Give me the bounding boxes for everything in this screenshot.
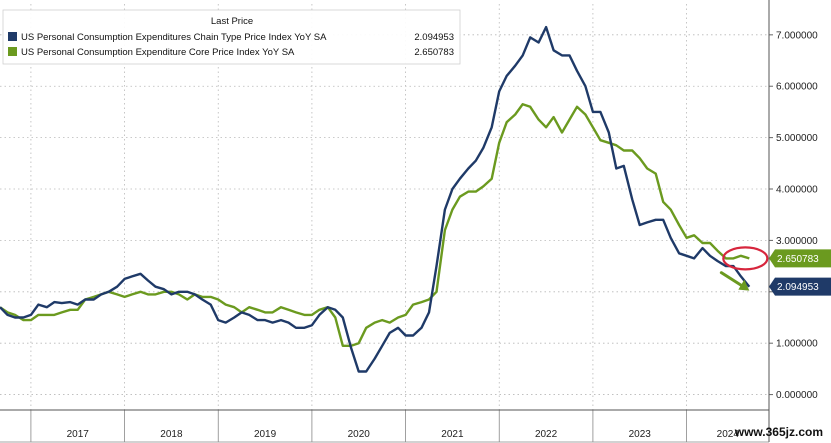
end-labels: 2.094953 2.650783 xyxy=(769,249,831,296)
x-tick-label: 2017 xyxy=(67,429,90,440)
x-tick-label: 2021 xyxy=(441,429,464,440)
legend-series-name-1: US Personal Consumption Expenditure Core… xyxy=(21,47,295,58)
x-tick-label: 2019 xyxy=(254,429,277,440)
x-tick-label: 2018 xyxy=(160,429,183,440)
watermark: www.365jz.com xyxy=(734,425,823,439)
legend-last-value-1: 2.650783 xyxy=(414,47,454,58)
legend-swatch-1 xyxy=(8,47,17,56)
legend-last-value-0: 2.094953 xyxy=(414,32,454,43)
legend-box xyxy=(2,9,461,65)
y-tick-label: 5.000000 xyxy=(776,133,818,144)
end-value-tag-0 xyxy=(769,277,831,296)
series-lines xyxy=(0,25,751,373)
legend-series-name-0: US Personal Consumption Expenditures Cha… xyxy=(21,32,327,43)
grid xyxy=(0,4,769,410)
watermark-text: www.365jz.com xyxy=(734,425,823,439)
x-tick-label: 2024 xyxy=(717,429,740,440)
trend-arrow-shaft xyxy=(719,271,745,289)
end-value-label-1: 2.650783 xyxy=(777,254,819,265)
x-tick-label: 2020 xyxy=(348,429,371,440)
legend-swatch-0 xyxy=(8,32,17,41)
legend: Last Price US Personal Consumption Expend… xyxy=(2,9,461,65)
y-tick-label: 1.000000 xyxy=(776,339,818,350)
x-tick-label: 2022 xyxy=(535,429,558,440)
series-line-1 xyxy=(0,103,750,347)
end-value-label-0: 2.094953 xyxy=(777,282,819,293)
y-tick-label: 7.000000 xyxy=(776,30,818,41)
x-tick-label: 2023 xyxy=(629,429,652,440)
end-value-tag-1 xyxy=(769,249,831,268)
annotations xyxy=(719,246,769,291)
y-tick-label: 3.000000 xyxy=(776,236,818,247)
highlight-circle xyxy=(722,246,769,271)
series-line-0 xyxy=(0,25,751,373)
legend-header: Last Price xyxy=(211,16,253,27)
trend-arrow-head xyxy=(738,279,750,291)
y-tick-label: 4.000000 xyxy=(776,185,818,196)
y-tick-label: 0.000000 xyxy=(776,390,818,401)
y-tick-label: 6.000000 xyxy=(776,82,818,93)
